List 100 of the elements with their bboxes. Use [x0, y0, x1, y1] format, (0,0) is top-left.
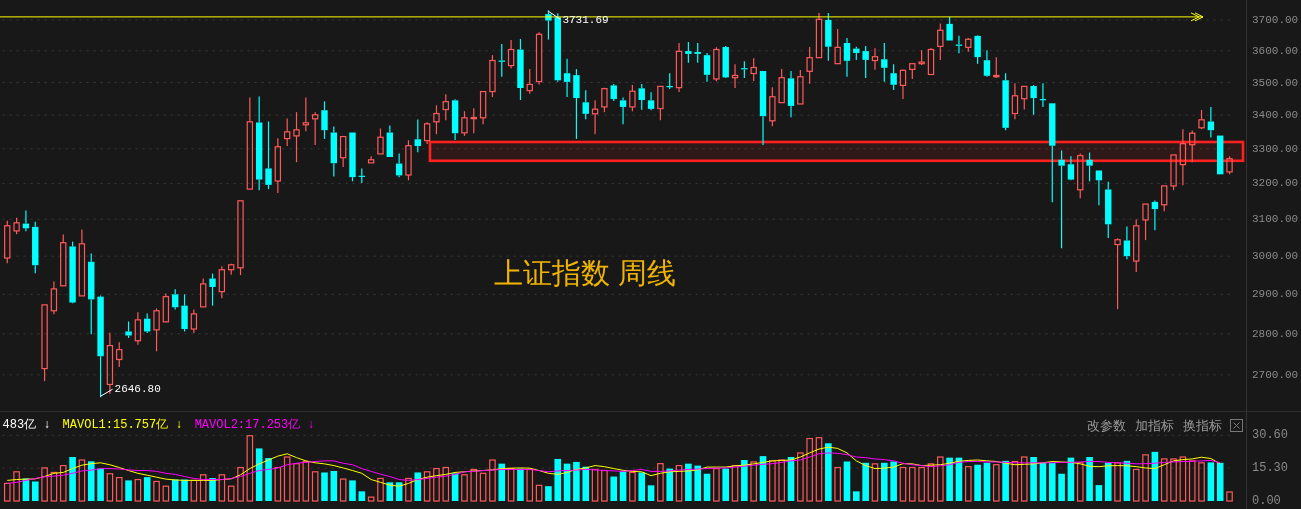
bar: [218, 474, 226, 502]
bar: [330, 470, 338, 501]
bar: [797, 452, 804, 502]
bar: [489, 459, 496, 502]
bar: [1011, 460, 1019, 502]
bar: [713, 467, 720, 502]
bar: [675, 464, 683, 502]
bar: [31, 481, 39, 501]
bar: [834, 466, 841, 502]
y-tick-label: 3000.00: [1252, 250, 1299, 263]
y-tick-label: 30.60: [1252, 428, 1289, 443]
bar: [227, 485, 235, 502]
bar: [134, 478, 142, 502]
bar: [115, 477, 123, 502]
bar: [946, 457, 953, 501]
bar: [1207, 462, 1215, 501]
text: 上证指数 周线: [494, 257, 677, 289]
bar: [750, 461, 757, 502]
bar: [507, 467, 515, 502]
y-tick-label: 3600.00: [1252, 44, 1299, 57]
bar: [125, 480, 132, 501]
bar: [97, 468, 104, 501]
bar: [13, 471, 20, 502]
bar: [442, 466, 450, 502]
bar: [890, 461, 897, 501]
y-tick-label: 2700.00: [1252, 368, 1299, 381]
y-tick-label: 0.00: [1252, 494, 1281, 508]
bar: [78, 459, 86, 502]
bar: [162, 485, 170, 502]
annotation: 换指标: [1183, 417, 1222, 433]
bar: [1095, 485, 1103, 501]
bar: [1142, 454, 1149, 502]
bar: [526, 468, 534, 502]
bar: [153, 480, 160, 502]
bar: [601, 469, 608, 502]
bar: [862, 462, 869, 501]
bar: [470, 468, 478, 502]
bar: [778, 459, 785, 502]
y-tick-label: 3400.00: [1252, 109, 1299, 122]
bar: [657, 463, 664, 502]
bar: [283, 456, 291, 502]
bar: [937, 456, 944, 502]
bar: [881, 462, 888, 501]
annotation: 3731.69: [562, 14, 609, 27]
bar: [106, 473, 114, 502]
bar: [992, 464, 1000, 502]
bar: [853, 491, 860, 501]
bar: [573, 461, 580, 501]
bar: [741, 460, 748, 501]
bar: [1170, 458, 1177, 502]
bar: [246, 435, 254, 502]
bar: [433, 467, 440, 502]
bar: [1048, 462, 1056, 501]
bar: [265, 458, 272, 501]
bar: [554, 458, 562, 501]
text: MAVOL1:15.757亿 ↓: [62, 418, 183, 432]
bar: [703, 473, 711, 501]
bar: [983, 462, 991, 501]
bar: [1058, 473, 1065, 501]
annotation: 改参数: [1087, 417, 1126, 433]
bar: [769, 460, 776, 502]
bar: [339, 478, 347, 502]
bar: [694, 465, 702, 501]
bar: [629, 471, 636, 502]
bar: [517, 468, 524, 501]
bar: [666, 468, 674, 501]
bar: [1020, 456, 1028, 502]
bar: [321, 472, 328, 501]
bar: [918, 466, 925, 502]
bar: [1198, 462, 1205, 502]
bar: [647, 485, 655, 501]
bar: [358, 491, 366, 501]
bar: [3, 482, 11, 502]
y-tick-label: 2800.00: [1252, 327, 1299, 340]
bar: [591, 468, 599, 502]
bar: [59, 464, 67, 502]
bar: [1104, 462, 1112, 501]
bar: [293, 463, 300, 502]
bar: [909, 466, 916, 502]
bar: [1002, 460, 1009, 501]
bar: [899, 466, 907, 502]
bar: [927, 463, 935, 502]
bar: [461, 474, 468, 502]
bar: [843, 461, 851, 501]
bar: [302, 460, 310, 502]
bar: [610, 476, 618, 501]
bar: [237, 466, 244, 502]
bar: [974, 464, 981, 501]
bar: [405, 477, 412, 502]
bar: [414, 472, 422, 501]
bar: [825, 443, 832, 501]
bar: [1179, 456, 1187, 502]
bar: [349, 480, 356, 501]
y-tick-label: 3500.00: [1252, 76, 1299, 89]
bar: [1114, 462, 1121, 502]
annotation: 2646.80: [114, 383, 161, 396]
bar: [87, 461, 95, 501]
bar: [1030, 457, 1037, 501]
bar: [806, 437, 813, 502]
bar: [815, 437, 823, 502]
